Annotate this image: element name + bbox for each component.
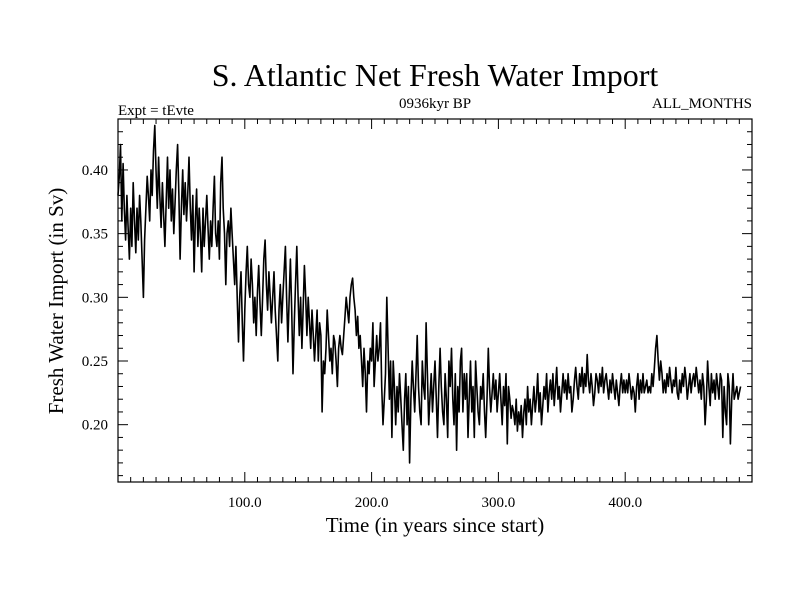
- subtitle-date: 0936kyr BP: [399, 96, 471, 112]
- x-axis-label: Time (in years since start): [326, 513, 545, 537]
- y-axis-label: Fresh Water Import (in Sv): [44, 188, 68, 415]
- y-tick-label: 0.25: [82, 354, 108, 370]
- chart-title: S. Atlantic Net Fresh Water Import: [212, 57, 659, 93]
- y-tick-label: 0.40: [82, 163, 108, 179]
- y-tick-label: 0.20: [82, 418, 108, 434]
- subtitle-months: ALL_MONTHS: [652, 96, 752, 112]
- y-tick-label: 0.35: [82, 227, 108, 243]
- x-tick-label: 300.0: [482, 495, 516, 511]
- x-tick-label: 200.0: [355, 495, 389, 511]
- y-tick-label: 0.30: [82, 290, 108, 306]
- x-tick-label: 100.0: [228, 495, 262, 511]
- tick-labels: 100.0 200.0 300.0 400.0 0.20 0.25 0.30 0.35 0.40: [82, 163, 642, 511]
- series-line-fresh-water-import: [117, 124, 742, 464]
- x-tick-label: 400.0: [608, 495, 642, 511]
- subtitle-experiment: Expt = tEvte: [118, 103, 194, 119]
- axis-ticks: [118, 119, 752, 482]
- plot-frame: [117, 118, 753, 483]
